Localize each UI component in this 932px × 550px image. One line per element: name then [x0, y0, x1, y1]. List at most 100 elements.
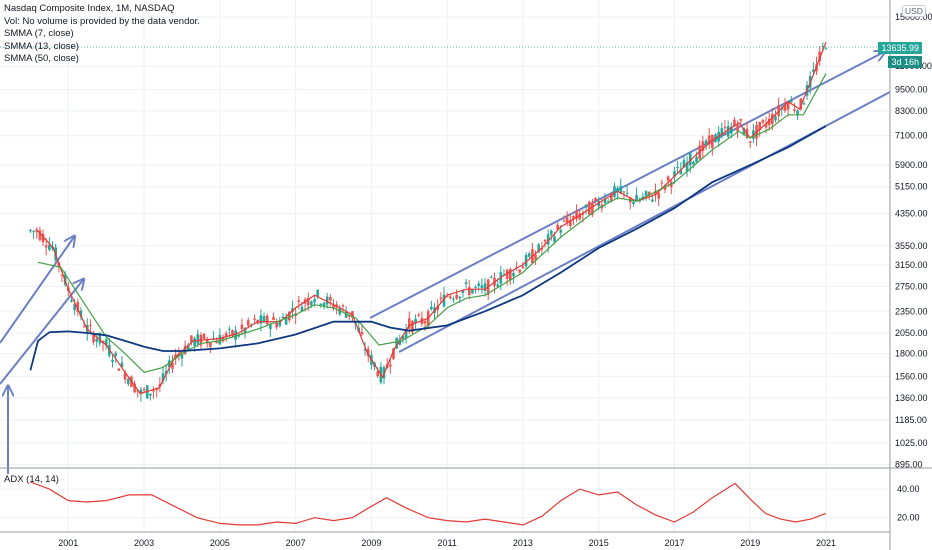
candle-body — [363, 348, 367, 351]
candle-body — [60, 274, 64, 276]
x-tick-label: 2005 — [210, 538, 230, 548]
candle-body — [632, 201, 635, 205]
candle-body — [692, 161, 695, 165]
candle-body — [360, 331, 364, 335]
candle-body — [161, 373, 165, 382]
smma13-line — [37, 73, 827, 373]
y-tick-label: 2350.00 — [895, 306, 928, 316]
candle-body — [392, 348, 395, 359]
candle-body — [272, 316, 275, 320]
candle-body — [534, 254, 537, 260]
y-tick-label: 1185.00 — [895, 415, 927, 425]
candle-body — [625, 192, 629, 194]
candle-body — [193, 338, 196, 346]
candle-body — [186, 345, 190, 351]
candle-body — [651, 199, 654, 202]
candle-body — [461, 290, 465, 293]
y-tick-label: 3550.00 — [895, 241, 928, 251]
candle-body — [543, 239, 547, 242]
candle-body — [546, 234, 550, 245]
candle-body — [259, 315, 263, 324]
candle-body — [243, 327, 247, 333]
candle-body — [581, 213, 585, 215]
candle-body — [477, 283, 481, 286]
candle-body — [82, 326, 86, 328]
x-tick-label: 2013 — [513, 538, 533, 548]
candle-body — [407, 318, 411, 329]
candle-body — [512, 273, 515, 277]
candle-body — [679, 169, 683, 175]
candle-body — [104, 339, 108, 346]
candle-body — [720, 128, 724, 137]
candle-body — [436, 305, 439, 310]
candle-body — [673, 171, 676, 177]
candle-body — [389, 364, 392, 367]
candle-body — [423, 321, 427, 324]
trend-line — [369, 52, 884, 319]
candle-body — [527, 253, 531, 257]
candle-body — [237, 335, 241, 337]
candle-body — [139, 389, 143, 395]
smma7-label[interactable]: SMMA (7, close) — [4, 28, 74, 39]
currency-badge[interactable]: USD — [902, 5, 926, 17]
candle-body — [240, 324, 244, 330]
adx-tick-label: 40.00 — [897, 484, 920, 494]
candle-body — [701, 141, 705, 151]
candle-body — [341, 305, 345, 307]
candle-body — [748, 141, 752, 143]
smma7-line — [37, 41, 827, 395]
y-tick-label: 1800.00 — [895, 349, 928, 359]
trend-lines — [0, 52, 891, 474]
candle-body — [111, 359, 114, 362]
candle-body — [682, 160, 686, 168]
candle-body — [663, 186, 667, 190]
candle-body — [726, 126, 730, 137]
candle-body — [771, 114, 774, 124]
candle-body — [284, 316, 288, 325]
candle-body — [578, 213, 582, 220]
candle-body — [739, 119, 743, 121]
last-price-tag: 13635.99 — [878, 42, 922, 54]
candle-body — [802, 103, 806, 105]
x-tick-label: 2009 — [361, 538, 381, 548]
trend-line — [0, 280, 83, 385]
candle-body — [445, 295, 449, 297]
candle-body — [742, 128, 746, 136]
candle-body — [584, 204, 588, 208]
candle-body — [278, 321, 282, 326]
candle-body — [685, 162, 689, 172]
adx-pane — [30, 481, 827, 526]
candle-body — [565, 217, 569, 223]
candle-body — [774, 116, 777, 121]
candle-body — [231, 330, 234, 337]
candle-body — [591, 202, 594, 215]
candle-body — [467, 287, 471, 295]
candle-body — [322, 302, 326, 307]
trend-line — [0, 237, 74, 344]
chart-title: Nasdaq Composite Index, 1M, NASDAQ — [4, 3, 175, 14]
candle-body — [411, 320, 414, 333]
y-tick-label: 1360.00 — [895, 393, 928, 403]
x-tick-label: 2001 — [58, 538, 78, 548]
candle-body — [120, 362, 124, 368]
candle-body — [44, 245, 48, 248]
candle-body — [209, 342, 212, 348]
candle-body — [711, 134, 714, 148]
smma13-label[interactable]: SMMA (13, close) — [4, 40, 79, 52]
candle-body — [329, 297, 332, 301]
moving-averages — [29, 41, 827, 395]
candle-body — [597, 201, 600, 207]
candle-body — [310, 301, 313, 306]
candle-body — [799, 98, 803, 110]
candle-body — [572, 215, 575, 219]
adx-label[interactable]: ADX (14, 14) — [4, 474, 59, 485]
smma50-label[interactable]: SMMA (50, close) — [4, 53, 79, 64]
candle-body — [505, 269, 509, 279]
x-tick-label: 2017 — [664, 538, 684, 548]
candle-body — [164, 371, 168, 375]
candle-body — [474, 286, 477, 288]
candle-body — [786, 101, 790, 110]
candle-body — [761, 120, 765, 123]
